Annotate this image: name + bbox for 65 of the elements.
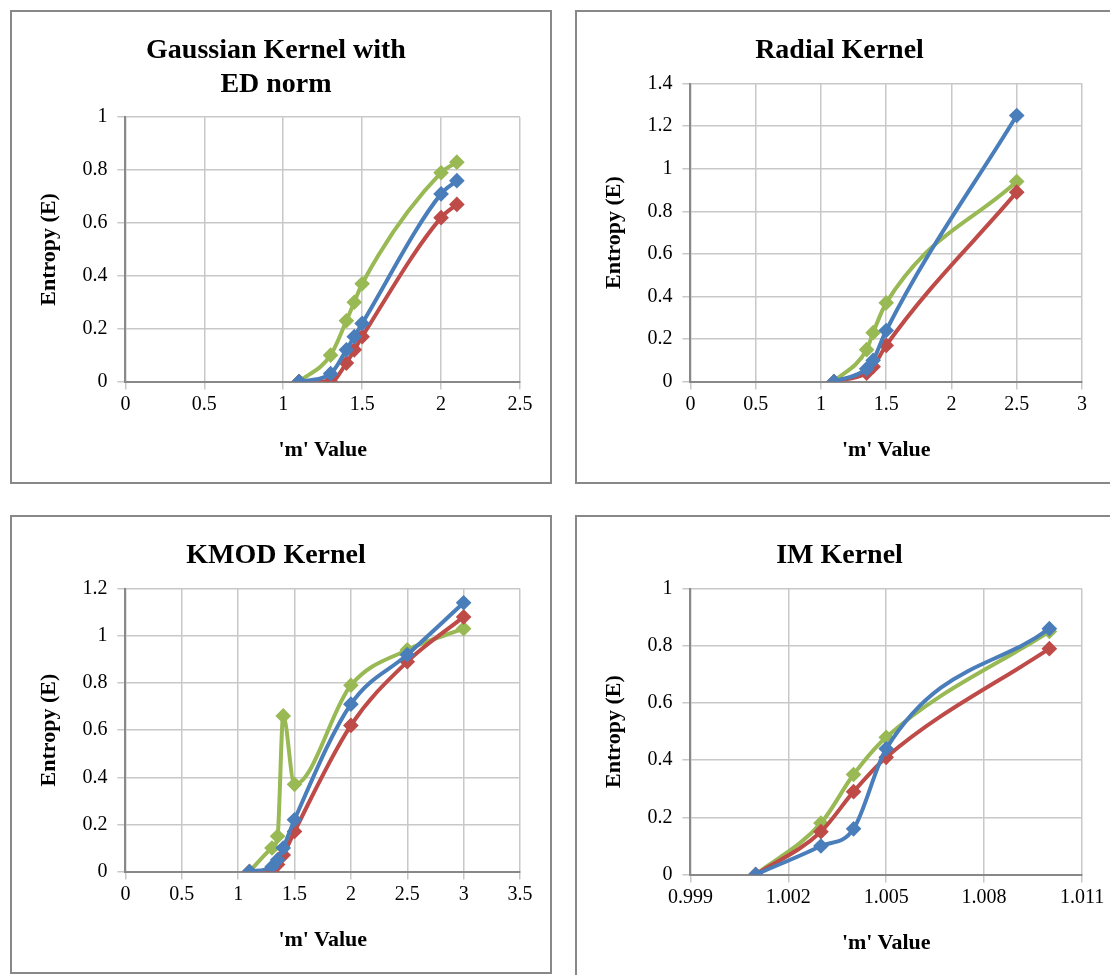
y-tick-label: 1.2 xyxy=(647,113,673,136)
y-tick-label: 0.6 xyxy=(82,210,108,233)
y-axis-title: Entropy (E) xyxy=(599,176,625,289)
x-tick-label: 2.5 xyxy=(507,391,533,414)
y-tick-label: 0 xyxy=(662,368,673,391)
y-tick-label: 0.4 xyxy=(647,747,673,770)
y-tick-label: 0.8 xyxy=(82,670,108,693)
y-tick-label: 0.6 xyxy=(647,241,673,264)
chart-title: Gaussian Kernel with ED norm xyxy=(146,33,407,98)
y-tick-label: 0.2 xyxy=(82,811,108,834)
x-tick-label: 1 xyxy=(233,881,244,904)
x-axis-title: 'm' Value xyxy=(278,436,368,462)
x-tick-label: 1.5 xyxy=(349,391,375,414)
y-tick-label: 1.2 xyxy=(82,575,108,598)
x-tick-label: 3 xyxy=(458,881,469,904)
y-tick-label: 1 xyxy=(97,104,108,127)
x-axis-title: 'm' Value xyxy=(841,436,931,462)
x-tick-label: 3 xyxy=(1077,391,1087,414)
x-tick-label: 0.5 xyxy=(191,391,217,414)
x-axis-title: 'm' Value xyxy=(278,926,368,952)
y-tick-label: 0.4 xyxy=(647,283,673,306)
x-tick-label: 0 xyxy=(120,391,131,414)
y-tick-label: 0 xyxy=(662,861,673,884)
x-tick-label: 1.005 xyxy=(863,884,909,907)
x-tick-label: 1.5 xyxy=(873,391,899,414)
y-tick-label: 0.8 xyxy=(647,633,673,656)
x-tick-label: 2.5 xyxy=(1004,391,1030,414)
y-tick-label: 0.4 xyxy=(82,263,108,286)
x-tick-label: 0.5 xyxy=(743,391,769,414)
y-tick-label: 0 xyxy=(97,368,108,391)
y-tick-label: 0.2 xyxy=(647,326,673,349)
x-tick-label: 1.008 xyxy=(961,884,1007,907)
x-tick-label: 1.002 xyxy=(765,884,811,907)
x-tick-label: 2 xyxy=(946,391,957,414)
y-tick-label: 1 xyxy=(97,623,108,646)
y-tick-label: 1 xyxy=(662,155,673,178)
y-tick-label: 0.8 xyxy=(82,157,108,180)
y-tick-label: 0.2 xyxy=(647,804,673,827)
x-tick-label: 0 xyxy=(685,391,696,414)
x-tick-label: 0.999 xyxy=(667,884,713,907)
x-axis-title: 'm' Value xyxy=(841,929,931,955)
y-tick-label: 0.2 xyxy=(82,315,108,338)
x-tick-label: 1.011 xyxy=(1059,884,1105,907)
x-tick-label: 3.5 xyxy=(507,881,533,904)
y-tick-label: 0.6 xyxy=(647,690,673,713)
y-tick-label: 0.6 xyxy=(82,717,108,740)
x-tick-label: 0 xyxy=(120,881,131,904)
y-tick-label: 1.4 xyxy=(647,70,673,93)
x-tick-label: 0.5 xyxy=(169,881,195,904)
y-axis-title: Entropy (E) xyxy=(34,193,60,306)
x-tick-label: 2.5 xyxy=(394,881,420,904)
chart-title: IM Kernel xyxy=(776,538,904,570)
y-axis-title: Entropy (E) xyxy=(34,673,60,787)
y-tick-label: 0.8 xyxy=(647,198,673,221)
x-tick-label: 2 xyxy=(345,881,356,904)
x-tick-label: 1 xyxy=(278,391,289,414)
chart-title: Radial Kernel xyxy=(755,33,925,65)
y-tick-label: 1 xyxy=(662,575,673,598)
y-tick-label: 0 xyxy=(97,858,108,881)
x-tick-label: 1.5 xyxy=(282,881,308,904)
x-tick-label: 2 xyxy=(436,391,447,414)
chart-title: KMOD Kernel xyxy=(186,538,367,570)
y-tick-label: 0.4 xyxy=(82,764,108,787)
y-axis-title: Entropy (E) xyxy=(599,675,625,788)
x-tick-label: 1 xyxy=(815,391,826,414)
